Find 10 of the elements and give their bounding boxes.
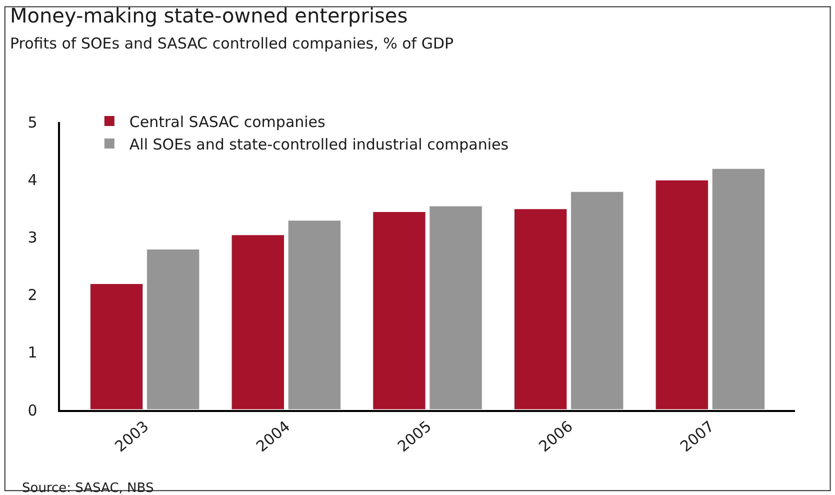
legend-label: All SOEs and state-controlled industrial companies	[129, 135, 509, 154]
legend-label: Central SASAC companies	[129, 112, 326, 131]
y-tick-label: 5	[28, 113, 38, 132]
y-tick-label: 1	[28, 344, 38, 362]
y-tick-label: 2	[28, 286, 38, 304]
chart-subtitle: Profits of SOEs and SASAC controlled companies, % of GDP	[10, 34, 454, 52]
y-tick-label: 4	[28, 170, 38, 189]
chart-title: Money-making state-owned enterprises	[10, 3, 408, 28]
y-tick-label: 0	[28, 401, 38, 420]
y-tick-label: 3	[28, 228, 38, 246]
